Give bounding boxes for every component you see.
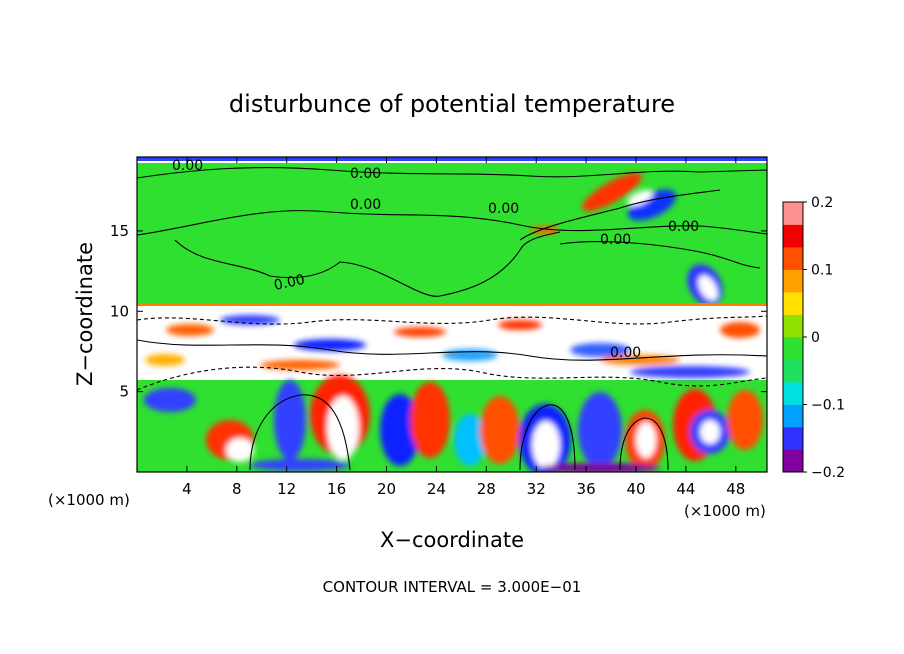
colorbar-ticks: 0.2 0.1 0 −0.1 −0.2 <box>803 195 845 481</box>
x-tick-label: 16 <box>327 480 346 498</box>
x-tick-label: 20 <box>377 480 396 498</box>
y-tick-label: 15 <box>110 222 129 240</box>
plot-frame <box>136 156 768 473</box>
colorbar-swatch <box>783 337 803 360</box>
x-tick-label: 48 <box>726 480 745 498</box>
colorbar-swatch <box>783 449 803 473</box>
colorbar-swatch <box>783 382 803 405</box>
field-lower-cells <box>144 375 763 472</box>
colorbar-tick-label: −0.1 <box>811 398 845 414</box>
x-axis: 4 8 12 16 20 24 28 32 36 40 44 48 <box>182 157 745 498</box>
plot-area <box>137 157 767 472</box>
colorbar-swatch <box>783 404 803 428</box>
colorbar <box>782 201 804 473</box>
colorbar-swatch <box>783 224 803 248</box>
y-axis: 5 10 15 <box>110 222 767 401</box>
y-axis-label: Z−coordinate <box>73 242 97 386</box>
field-boundary-line <box>137 303 767 306</box>
x-tick-label: 44 <box>676 480 695 498</box>
x-tick-label: 40 <box>626 480 645 498</box>
colorbar-swatch <box>783 292 803 315</box>
colorbar-swatch <box>783 247 803 270</box>
colorbar-swatch <box>783 427 803 450</box>
contour-label-group: 0.00 0.00 0.00 0.00 0.00 0.00 0.00 0.00 <box>172 158 699 361</box>
contour-label: 0.00 <box>350 166 381 182</box>
contour-lines <box>137 167 767 471</box>
contour-label: 0.00 <box>488 201 519 217</box>
x-axis-label: X−coordinate <box>380 528 524 552</box>
colorbar-tick-label: 0.2 <box>811 195 833 211</box>
y-tick-label: 10 <box>110 302 129 320</box>
contour-label: 0.00 <box>668 219 699 235</box>
chart-title: disturbunce of potential temperature <box>229 90 675 118</box>
contour-label: 0.00 <box>610 345 641 361</box>
x-tick-label: 12 <box>277 480 296 498</box>
colorbar-swatch <box>783 269 803 293</box>
x-tick-label: 36 <box>577 480 596 498</box>
contour-label: 0.00 <box>273 272 307 294</box>
colorbar-swatch <box>783 359 803 383</box>
contour-label: 0.00 <box>350 197 381 213</box>
x-unit-right: (×1000 m) <box>684 502 766 520</box>
colorbar-tick-label: 0 <box>811 330 820 346</box>
y-tick-label: 5 <box>119 383 129 401</box>
x-tick-label: 8 <box>232 480 242 498</box>
field-top-band <box>137 157 767 161</box>
colorbar-swatch <box>783 314 803 338</box>
contour-label: 0.00 <box>600 232 631 248</box>
x-unit-left: (×1000 m) <box>48 491 130 509</box>
colorbar-tick-label: 0.1 <box>811 263 833 279</box>
colorbar-tick-label: −0.2 <box>811 465 845 481</box>
x-tick-label: 28 <box>477 480 496 498</box>
contour-interval-note: CONTOUR INTERVAL = 3.000E−01 <box>323 578 582 596</box>
x-tick-label: 4 <box>182 480 192 498</box>
x-tick-label: 24 <box>427 480 446 498</box>
contour-label: 0.00 <box>172 158 203 174</box>
x-tick-label: 32 <box>527 480 546 498</box>
colorbar-swatch <box>783 202 803 225</box>
